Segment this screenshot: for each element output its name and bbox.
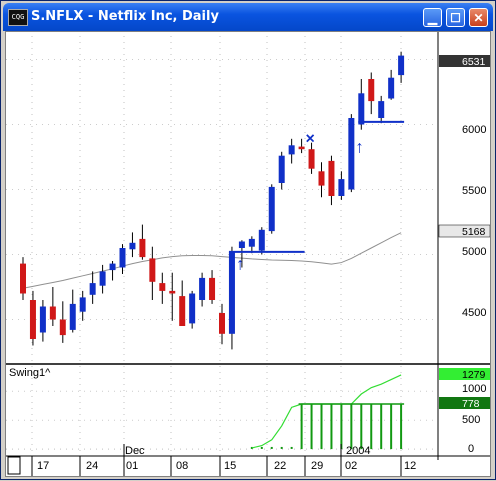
date-label: 01 [126,460,138,472]
candle-up [99,271,106,286]
window-title: S.NFLX - Netflix Inc, Daily [31,9,219,24]
indicator-value-label-1: 1279 [462,369,486,381]
indicator-tick-label: 0 [468,443,474,455]
candle-up [258,229,265,251]
candle-down [209,277,216,300]
swing-dot [260,446,263,449]
candle-up [288,145,295,155]
indicator-label: Swing1^ [9,367,51,379]
date-label: 29 [311,460,323,472]
indicator-value-badge-2: 778 [439,397,490,410]
candle-down [139,238,146,258]
candle-up [129,242,136,250]
date-tick-marks [31,444,402,476]
candle-up [69,303,76,330]
date-label: 12 [404,460,416,472]
candle-down [298,146,305,150]
candle-up [189,293,196,324]
candle-up [278,155,285,183]
candlestick-series [20,51,405,350]
candle-up [79,297,86,312]
candle-up [268,186,275,232]
month-label-2004: 2004 [346,445,370,457]
swing-dot [290,446,293,449]
date-label: 08 [176,460,188,472]
candle-down [49,306,56,320]
signal-markers: ↑ ↑ × [228,120,405,274]
candle-up [109,263,116,271]
last-price-badge: 6531 [439,55,490,68]
buy-arrow-icon: ↑ [355,138,364,157]
date-label: 22 [274,460,286,472]
moving-average-series [22,232,402,289]
candle-up [378,101,385,118]
price-tick-label: 4500 [462,307,486,319]
price-tick-label: 5500 [462,185,486,197]
candle-up [358,93,365,125]
close-icon: ✕ [473,11,484,25]
candle-down [368,79,375,102]
candle-up [199,277,206,300]
maximize-icon: ☐ [450,11,461,25]
average-price-label: 5168 [462,226,486,238]
candle-up [228,251,235,334]
candle-up [398,55,405,76]
minimize-button[interactable]: ▁ [423,8,442,27]
indicator-tick-label: 1000 [462,383,486,395]
candle-up [39,306,46,333]
chart-area[interactable]: ↑ ↑ × 6000 5500 5000 4500 6531 5168 Swing1… [5,31,491,477]
candle-down [59,319,66,336]
minimize-icon: ▁ [427,11,438,25]
title-bar[interactable]: CQG S.NFLX - Netflix Inc, Daily ▁ ☐ ✕ [3,3,493,31]
candle-up [338,179,345,196]
candle-down [169,290,176,294]
swing-dot [270,446,273,449]
candle-down [219,313,225,334]
average-price-badge: 5168 [438,224,491,238]
app-icon[interactable]: CQG [8,9,28,26]
price-tick-label: 5000 [462,246,486,258]
chart-svg[interactable]: ↑↑× 6000 5500 5000 4500 6531 5168 Swing1… [6,32,491,476]
date-label: 24 [86,460,98,472]
maximize-button[interactable]: ☐ [446,8,465,27]
indicator-tick-label: 500 [462,414,480,426]
grid-lines [6,36,438,456]
candle-down [20,263,26,294]
date-label: 17 [37,460,49,472]
candle-up [348,118,355,190]
exit-marker-icon: × [306,131,315,148]
month-label-dec: Dec [125,445,145,457]
candle-up [388,77,395,99]
candle-up [89,283,96,295]
candle-up [119,248,126,268]
swing-line [251,374,402,449]
candle-down [318,171,325,186]
swing-dot [280,446,283,449]
candle-down [149,258,156,282]
close-button[interactable]: ✕ [469,8,488,27]
buy-arrow-icon: ↑ [236,255,245,274]
price-tick-label: 6000 [462,124,486,136]
scroll-box[interactable] [7,456,21,475]
swing-indicator-series [250,374,405,450]
indicator-value-badge-1: 1279 [439,368,490,381]
candle-down [29,300,36,339]
indicator-value-label-2: 778 [462,398,480,410]
date-label: 15 [224,460,236,472]
moving-average-line [22,232,402,289]
date-label: 02 [345,460,357,472]
candle-down [328,160,335,196]
candle-down [159,283,166,291]
candle-up [238,241,245,248]
candle-down [308,149,315,169]
candle-up [248,238,255,247]
last-price-label: 6531 [462,56,486,68]
candle-down [179,296,186,326]
